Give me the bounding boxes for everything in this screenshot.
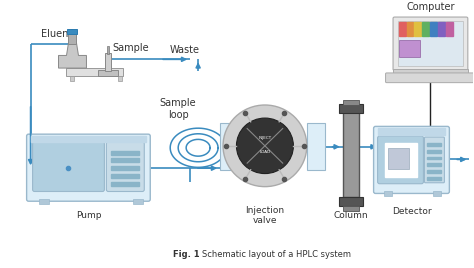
Bar: [343, 112, 359, 197]
Polygon shape: [428, 157, 441, 159]
Circle shape: [237, 118, 293, 174]
FancyBboxPatch shape: [378, 136, 423, 184]
Text: Column: Column: [333, 211, 368, 220]
Text: LOAD: LOAD: [259, 150, 271, 154]
FancyBboxPatch shape: [424, 137, 445, 183]
Polygon shape: [58, 43, 86, 68]
Text: Waste: Waste: [170, 46, 200, 55]
Bar: [339, 104, 363, 113]
Bar: [105, 54, 111, 71]
Text: INJECT: INJECT: [258, 136, 272, 140]
Polygon shape: [430, 23, 438, 36]
Bar: [108, 46, 109, 54]
Text: Detector: Detector: [392, 207, 431, 216]
Bar: [343, 100, 359, 105]
Text: Fig. 1: Fig. 1: [173, 250, 200, 259]
Bar: [118, 76, 122, 81]
Text: Schematic layout of a HPLC system: Schematic layout of a HPLC system: [202, 250, 351, 259]
Bar: [38, 199, 48, 204]
Text: Computer: Computer: [406, 2, 455, 12]
Polygon shape: [111, 151, 139, 155]
Circle shape: [223, 105, 307, 187]
Bar: [388, 148, 410, 169]
Bar: [343, 206, 359, 211]
Polygon shape: [428, 163, 441, 166]
Text: Injection
valve: Injection valve: [246, 206, 284, 225]
Polygon shape: [438, 23, 446, 36]
Text: Eluent: Eluent: [41, 29, 72, 39]
Polygon shape: [111, 166, 139, 170]
Text: Sample: Sample: [112, 43, 149, 53]
Text: Pump: Pump: [76, 211, 101, 220]
Polygon shape: [111, 174, 139, 178]
FancyBboxPatch shape: [385, 73, 474, 83]
Polygon shape: [111, 158, 139, 162]
Bar: [65, 68, 123, 76]
FancyBboxPatch shape: [106, 142, 144, 192]
Polygon shape: [422, 23, 429, 36]
Polygon shape: [428, 143, 441, 146]
Bar: [383, 192, 392, 196]
Polygon shape: [384, 143, 418, 177]
Bar: [69, 33, 76, 44]
Bar: [67, 29, 77, 34]
FancyBboxPatch shape: [393, 17, 468, 70]
Polygon shape: [414, 23, 421, 36]
Polygon shape: [428, 150, 441, 152]
FancyBboxPatch shape: [374, 126, 449, 193]
Polygon shape: [428, 177, 441, 180]
Bar: [392, 69, 468, 75]
Text: Sample
loop: Sample loop: [160, 98, 197, 120]
Bar: [133, 199, 143, 204]
Polygon shape: [428, 170, 441, 173]
Bar: [220, 124, 238, 170]
Bar: [339, 197, 363, 206]
Bar: [399, 40, 420, 57]
Bar: [307, 124, 325, 170]
FancyBboxPatch shape: [27, 134, 150, 201]
Polygon shape: [111, 182, 139, 186]
Bar: [99, 70, 118, 76]
Polygon shape: [31, 136, 146, 142]
FancyBboxPatch shape: [33, 142, 104, 192]
Bar: [71, 76, 74, 81]
Polygon shape: [447, 23, 453, 36]
Bar: [398, 21, 463, 66]
Polygon shape: [407, 23, 413, 36]
Polygon shape: [378, 128, 446, 135]
Bar: [433, 192, 441, 196]
Polygon shape: [399, 23, 405, 36]
